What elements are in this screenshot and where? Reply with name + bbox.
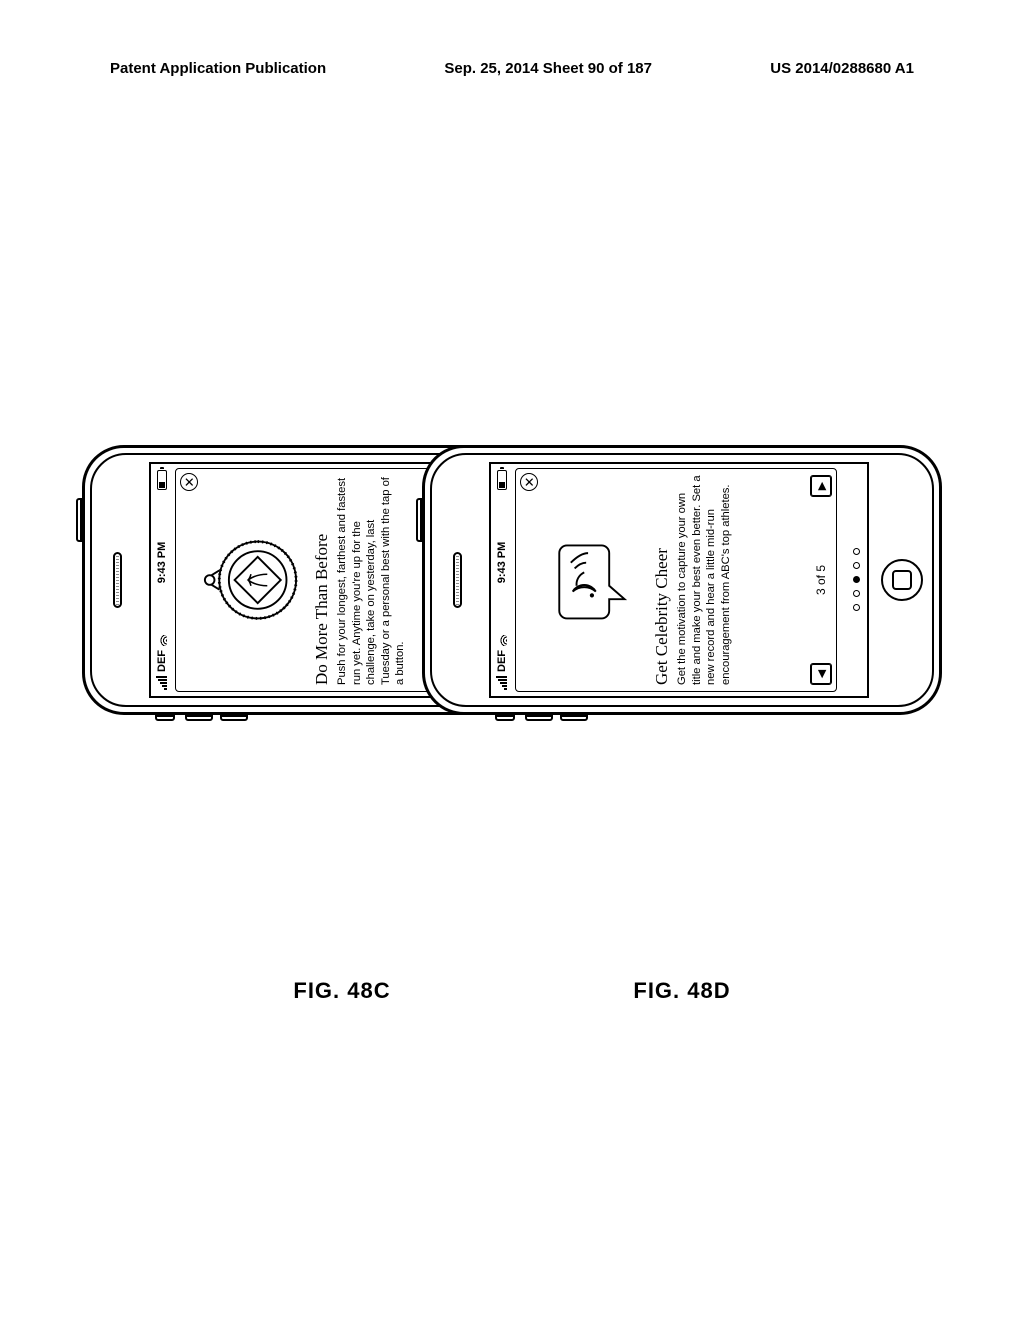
header-center: Sep. 25, 2014 Sheet 90 of 187: [444, 60, 652, 77]
mute-switch[interactable]: [155, 715, 175, 721]
clock-label: 9:43 PM: [156, 542, 168, 584]
page-indicator: 3 of 5: [814, 565, 828, 595]
medal-illustration: [194, 475, 306, 685]
volume-up-button[interactable]: [525, 715, 553, 721]
phone-device: DEF 9:43 PM ✕: [422, 445, 942, 715]
prev-button[interactable]: ◀: [810, 663, 832, 685]
earpiece: [113, 552, 122, 608]
figure-48d: DEF 9:43 PM ✕: [547, 200, 817, 1004]
feature-card: ✕ Get Celebrity Cheer Get the motivation…: [515, 468, 837, 692]
page-dot[interactable]: [853, 591, 860, 598]
figures-row: DEF 9:43 PM ✕: [0, 200, 1024, 1004]
power-button[interactable]: [76, 498, 82, 542]
carrier-label: DEF: [496, 650, 508, 672]
header-left: Patent Application Publication: [110, 60, 326, 77]
status-bar: DEF 9:43 PM: [151, 464, 173, 696]
close-button[interactable]: ✕: [180, 473, 198, 491]
clock-label: 9:43 PM: [496, 542, 508, 584]
status-bar: DEF 9:43 PM: [491, 464, 513, 696]
page-dot[interactable]: [853, 549, 860, 556]
battery-icon: [157, 470, 167, 490]
page-header: Patent Application Publication Sep. 25, …: [0, 60, 1024, 77]
page-dots: [845, 464, 867, 696]
mute-switch[interactable]: [495, 715, 515, 721]
volume-up-button[interactable]: [185, 715, 213, 721]
header-right: US 2014/0288680 A1: [770, 60, 914, 77]
volume-down-button[interactable]: [220, 715, 248, 721]
wifi-icon: [156, 635, 167, 646]
carrier-label: DEF: [156, 650, 168, 672]
speech-illustration: [534, 475, 646, 685]
signal-bars-icon: [156, 676, 167, 690]
page-dot[interactable]: [853, 563, 860, 570]
wifi-icon: [496, 635, 507, 646]
home-button[interactable]: [881, 559, 923, 601]
battery-icon: [497, 470, 507, 490]
card-title: Do More Than Before: [312, 475, 332, 685]
page-dot-active[interactable]: [853, 577, 860, 584]
figure-label: FIG. 48D: [633, 978, 730, 1004]
card-body: Push for your longest, farthest and fast…: [335, 475, 408, 685]
next-button[interactable]: ▶: [810, 475, 832, 497]
pager: ◀ 3 of 5 ▶: [804, 475, 832, 685]
page-dot[interactable]: [853, 605, 860, 612]
screen: DEF 9:43 PM ✕: [489, 462, 869, 698]
card-body: Get the motivation to capture your own t…: [675, 475, 733, 685]
volume-down-button[interactable]: [560, 715, 588, 721]
earpiece: [453, 552, 462, 608]
close-button[interactable]: ✕: [520, 473, 538, 491]
signal-bars-icon: [496, 676, 507, 690]
figure-label: FIG. 48C: [293, 978, 390, 1004]
card-title: Get Celebrity Cheer: [652, 475, 672, 685]
power-button[interactable]: [416, 498, 422, 542]
